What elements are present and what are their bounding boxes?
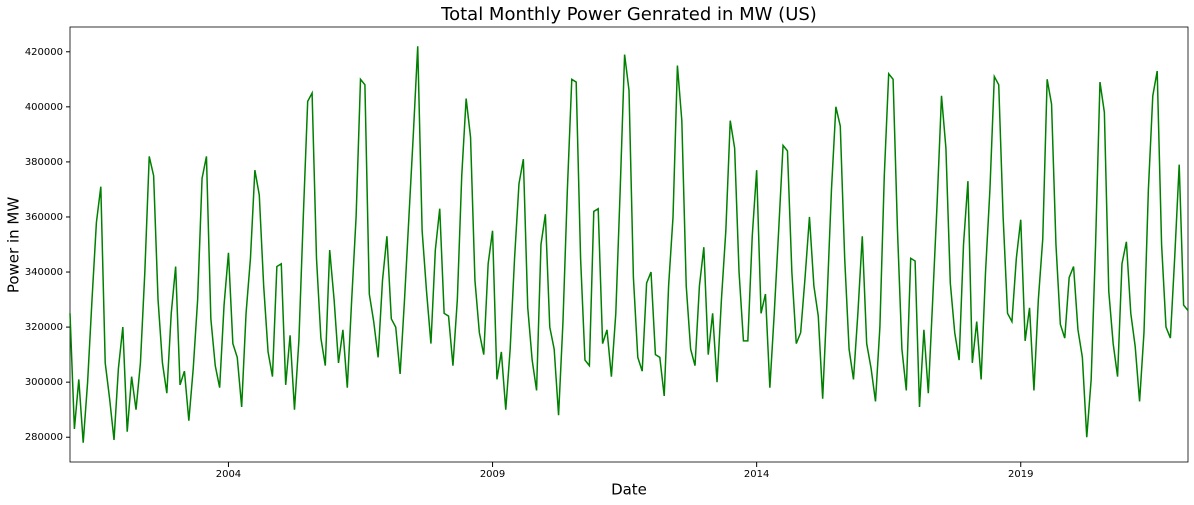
- x-tick-label: 2009: [480, 469, 505, 480]
- chart-title: Total Monthly Power Genrated in MW (US): [440, 4, 817, 25]
- x-tick-label: 2004: [216, 469, 241, 480]
- x-axis-label: Date: [611, 481, 647, 499]
- y-tick-label: 340000: [25, 267, 63, 278]
- plot-frame: [69, 26, 1189, 463]
- x-tick-label: 2014: [744, 469, 769, 480]
- y-tick-label: 420000: [25, 47, 63, 58]
- y-tick-label: 360000: [25, 212, 63, 223]
- x-tick-label: 2019: [1008, 469, 1033, 480]
- data-line: [69, 46, 1189, 443]
- y-tick-label: 300000: [25, 377, 63, 388]
- y-axis-label: Power in MW: [5, 197, 23, 294]
- y-tick-label: 320000: [25, 322, 63, 333]
- y-tick-label: 280000: [25, 432, 63, 443]
- y-tick-label: 380000: [25, 157, 63, 168]
- y-tick-label: 400000: [25, 102, 63, 113]
